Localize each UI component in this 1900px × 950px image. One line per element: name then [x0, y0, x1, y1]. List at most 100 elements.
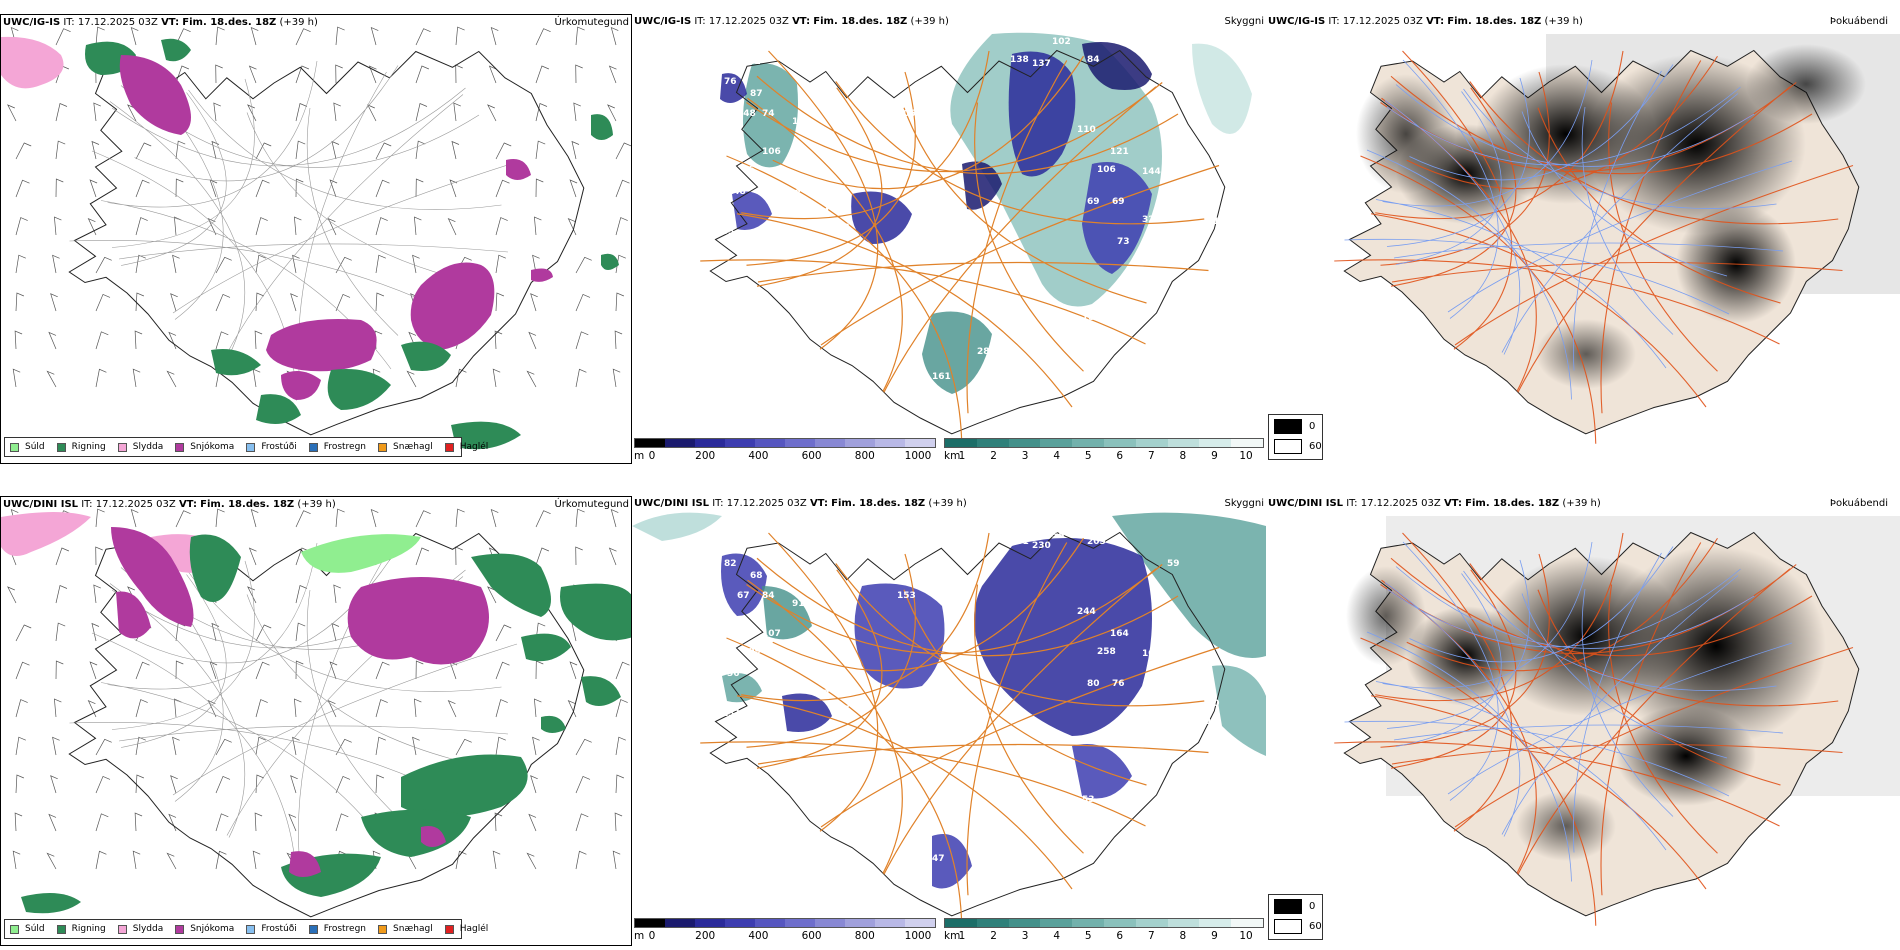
wind-barb — [415, 65, 430, 84]
cloud-base-value: 48 — [782, 671, 795, 681]
it-label: IT: — [63, 17, 75, 28]
wind-barb — [335, 256, 352, 274]
wind-barb — [327, 218, 337, 236]
wind-barb — [375, 774, 385, 794]
wind-barb — [215, 850, 227, 870]
cloud-base-value: 53 — [1082, 795, 1095, 805]
wind-barb — [526, 370, 537, 388]
colorbar-block — [785, 439, 815, 447]
wind-barb — [95, 738, 112, 756]
wind-barb — [575, 256, 592, 274]
wind-barb — [528, 813, 537, 832]
wind-barb — [134, 330, 143, 350]
cloud-base-value: 82 — [724, 559, 737, 569]
wind-barb — [290, 293, 298, 312]
legend-item-frostudi: Frostúði — [246, 442, 297, 452]
wind-barb — [46, 370, 57, 388]
wind-barb — [494, 330, 503, 350]
wind-barb — [255, 774, 265, 794]
wind-barb — [375, 661, 390, 680]
wind-barb — [535, 660, 544, 680]
cloud-base-value: 80 — [1072, 337, 1085, 347]
wind-barb — [615, 699, 628, 718]
cloud-base-value: 10 — [1192, 277, 1205, 287]
wind-barb — [575, 546, 583, 566]
cloud-base-value: 54 — [817, 207, 830, 217]
wind-barb — [135, 736, 146, 756]
cloud-base-value: 68 — [750, 571, 763, 581]
wind-barb — [455, 26, 465, 46]
wind-barb — [535, 28, 551, 46]
wind-barb — [335, 813, 349, 832]
wind-barb — [575, 331, 589, 350]
wind-barb — [15, 217, 28, 236]
wind-barb — [14, 812, 23, 832]
wind-barb — [255, 699, 268, 718]
colorbar-block — [1167, 919, 1200, 927]
wind-barb — [455, 738, 472, 756]
cloud-base-value: 100 — [1017, 845, 1036, 855]
fog-index-title: Þokuábendi — [1829, 16, 1888, 27]
wind-barb — [447, 218, 457, 236]
legend-swatch — [175, 924, 185, 934]
vt-value: Fim. 18.des. 18Z — [182, 17, 277, 28]
wind-barb — [295, 622, 306, 642]
cloud-base-value: 102 — [1052, 37, 1071, 47]
cloud-base-value: 148 — [727, 187, 746, 197]
cloud-base-value: 244 — [1077, 607, 1096, 617]
legend-item-haglel: Haglél — [444, 442, 488, 452]
colorbar-tick: 5 — [1084, 450, 1092, 462]
wind-barb — [612, 368, 621, 388]
wind-barb — [50, 293, 58, 312]
wind-barb — [449, 179, 458, 198]
wind-barb — [211, 140, 220, 160]
wind-barb — [495, 292, 505, 312]
wind-barb — [412, 736, 420, 756]
cloud-base-value: 258 — [1097, 647, 1116, 657]
legend-swatch — [175, 442, 185, 452]
cloud-base-value: 87 — [750, 89, 763, 99]
visibility-colorbar-row2: km 1 2 3 4 5 6 7 8 9 10 — [944, 918, 1264, 944]
wind-barb — [451, 140, 460, 160]
wind-barb — [335, 26, 345, 46]
fog-legend-item: 60 — [1274, 919, 1322, 934]
vt-label: VT: — [809, 498, 828, 509]
wind-barb — [615, 292, 625, 312]
wind-barb — [207, 218, 217, 236]
precip-areas — [1, 36, 619, 450]
cloud-base-value: 55 — [1052, 531, 1065, 541]
visibility-unit: km — [944, 930, 961, 942]
wind-barb — [55, 660, 64, 680]
wind-barb — [535, 103, 548, 122]
cloud-base-value: 161 — [932, 372, 951, 382]
wind-barb — [175, 510, 191, 528]
wind-barb — [173, 216, 182, 236]
wind-barb — [455, 850, 467, 870]
legend-swatch — [117, 924, 127, 934]
wind-barb — [254, 330, 263, 350]
cloud-base-value: 76 — [724, 77, 737, 87]
fog-map-row1 — [1334, 34, 1900, 444]
colorbar-block — [976, 439, 1009, 447]
cloud-base-value: 148 — [1052, 519, 1071, 529]
model-name: UWC/DINI ISL — [3, 499, 79, 510]
wind-barb — [95, 26, 105, 46]
vt-label: VT: — [1426, 16, 1445, 27]
wind-barb — [535, 510, 551, 528]
wind-barb — [292, 254, 300, 274]
cloud-base-value: 71 — [1207, 217, 1220, 227]
legend-item-rigning: Rigning — [56, 924, 106, 934]
wind-barb — [255, 661, 270, 680]
legend-swatch — [10, 442, 19, 452]
it-label: IT: — [81, 499, 93, 510]
wind-barb — [14, 330, 23, 350]
fog-index-title: Þokuábendi — [1829, 498, 1888, 509]
model-name: UWC/IG-IS — [634, 16, 692, 27]
colorbar-tick: 9 — [1211, 930, 1218, 942]
cloud-base-value: 106 — [1097, 165, 1116, 175]
wind-barb — [135, 661, 150, 680]
colorbar-block — [1103, 439, 1136, 447]
wind-barb — [495, 699, 508, 718]
cloud-base-value: 109 — [742, 647, 761, 657]
lead-time: (+39 h) — [1544, 16, 1583, 27]
